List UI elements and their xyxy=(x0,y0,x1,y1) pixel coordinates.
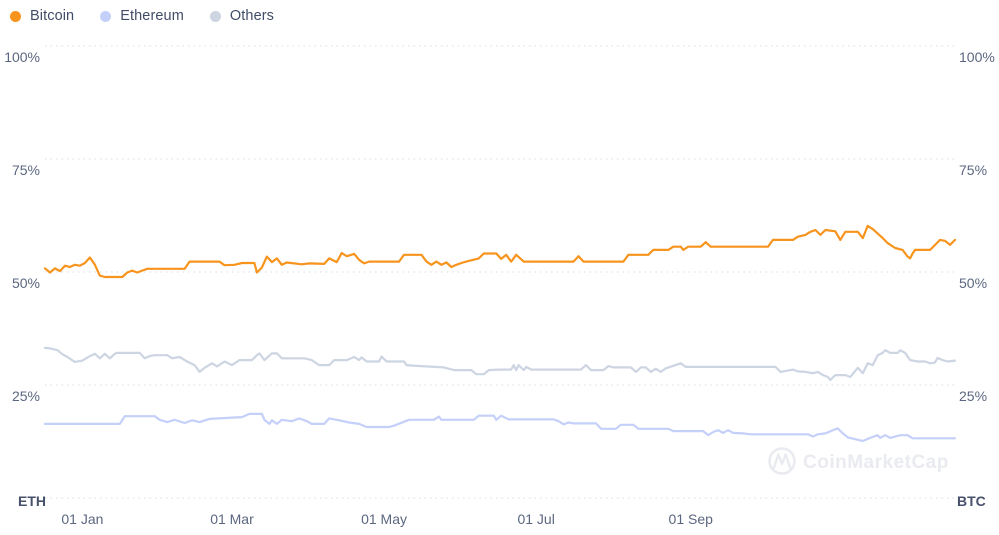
right-y-tick-100: 100% xyxy=(959,49,995,65)
ethereum-series-dot-icon xyxy=(100,10,112,22)
coinmarketcap-logo-icon xyxy=(768,447,796,475)
legend-label-ethereum: Ethereum xyxy=(120,8,184,24)
watermark-text: CoinMarketCap xyxy=(803,452,949,473)
legend-item-others[interactable]: Others xyxy=(209,8,275,24)
legend-label-bitcoin: Bitcoin xyxy=(30,8,75,24)
left-y-tick-100: 100% xyxy=(4,49,40,65)
left-y-tick-25: 25% xyxy=(11,388,40,404)
right-axis-unit-label: BTC xyxy=(957,493,986,509)
bitcoin-series-dot-icon xyxy=(10,10,21,22)
right-y-tick-75: 75% xyxy=(959,162,988,178)
right-y-tick-50: 50% xyxy=(959,275,988,291)
series-line-bitcoin xyxy=(43,224,957,279)
chart-legend: Bitcoin Ethereum Others xyxy=(10,8,274,24)
left-y-tick-75: 75% xyxy=(11,162,40,178)
left-axis-unit-label: ETH xyxy=(18,493,46,509)
x-tick-01-may: 01 May xyxy=(361,511,408,527)
x-tick-01-jul: 01 Jul xyxy=(517,511,555,527)
others-series-dot-icon xyxy=(209,10,221,22)
series-line-ethereum xyxy=(43,412,957,443)
coinmarketcap-logo-m-icon xyxy=(772,453,792,469)
coinmarketcap-watermark: CoinMarketCap xyxy=(768,447,949,475)
x-tick-01-mar: 01 Mar xyxy=(210,511,254,527)
legend-item-ethereum[interactable]: Ethereum xyxy=(100,8,184,24)
x-tick-01-sep: 01 Sep xyxy=(668,511,713,527)
left-y-tick-50: 50% xyxy=(11,275,40,291)
legend-label-others: Others xyxy=(229,8,275,24)
right-y-tick-25: 25% xyxy=(959,388,988,404)
series-line-others xyxy=(43,346,957,382)
x-tick-01-jan: 01 Jan xyxy=(61,511,104,527)
legend-item-bitcoin[interactable]: Bitcoin xyxy=(10,8,74,24)
